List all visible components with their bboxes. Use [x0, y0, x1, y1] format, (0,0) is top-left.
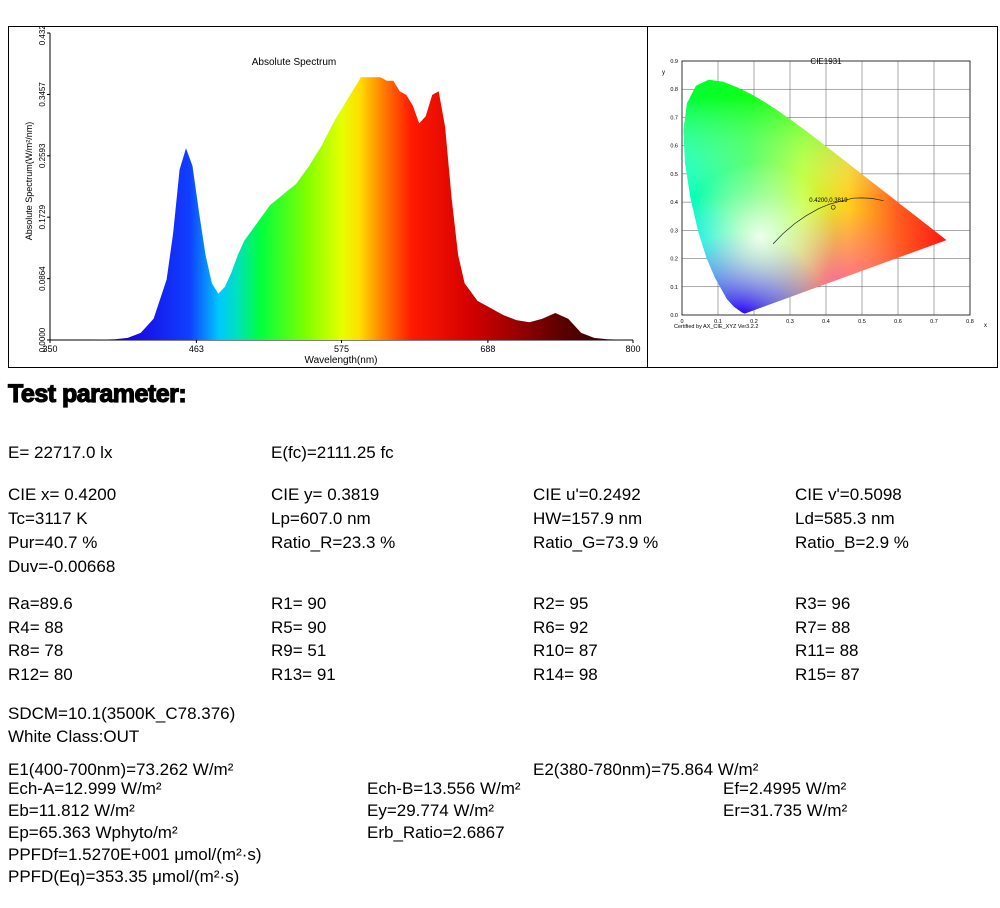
- ratio-b-value: Ratio_B=2.9 %: [795, 533, 909, 552]
- illuminance-fc: E(fc)=2111.25 fc: [271, 443, 394, 462]
- spectrum-x-tick-label: 688: [480, 344, 495, 354]
- test-parameter-heading: Test parameter:: [7, 379, 187, 408]
- cie-title: CIE1931: [810, 57, 842, 66]
- r1-value: R1= 90: [271, 594, 327, 613]
- cie-u-value: CIE u'=0.2492: [533, 485, 641, 504]
- ld-value: Ld=585.3 nm: [795, 509, 895, 528]
- r8-value: R8= 78: [8, 641, 64, 660]
- cie-y-tick-label: 0.6: [670, 144, 678, 150]
- pur-value: Pur=40.7 %: [8, 533, 98, 552]
- ra-value: Ra=89.6: [8, 594, 73, 613]
- ech-b-value: Ech-B=13.556 W/m²: [367, 779, 521, 798]
- cie-y-tick-label: 0.8: [670, 87, 678, 93]
- illuminance-lx: E= 22717.0 lx: [8, 443, 113, 462]
- cie-x-tick-label: 0.3: [786, 319, 794, 325]
- cie-x-tick-label: 0.4: [822, 319, 830, 325]
- erb-ratio-value: Erb_Ratio=2.6867: [367, 823, 505, 842]
- cie-y-value: CIE y= 0.3819: [271, 485, 380, 504]
- spectrum-x-label: Wavelength(nm): [305, 355, 378, 366]
- ech-a-value: Ech-A=12.999 W/m²: [8, 779, 162, 798]
- cie-y-axis-label: y: [662, 70, 665, 76]
- ef-value: Ef=2.4995 W/m²: [723, 779, 847, 798]
- cie-x-tick-label: 0.8: [966, 319, 974, 325]
- spectrum-y-tick-label: 0.0864: [38, 266, 47, 291]
- cie-y-tick-label: 0.3: [670, 228, 678, 234]
- er-value: Er=31.735 W/m²: [723, 801, 848, 820]
- cie-x-tick-label: 0.7: [930, 319, 938, 325]
- ppfd-eq-value: PPFD(Eq)=353.35 μmol/(m²·s): [8, 867, 240, 886]
- r7-value: R7= 88: [795, 618, 851, 637]
- r6-value: R6= 92: [533, 618, 589, 637]
- spectrum-x-tick-label: 575: [334, 344, 349, 354]
- cie-color-locus: [683, 79, 947, 314]
- cie-y-tick-label: 0.4: [670, 200, 678, 206]
- spectrum-y-label: Absolute Spectrum(W/m²/nm): [24, 122, 34, 241]
- spectrum-chart: Absolute Spectrum Wavelength(nm) Absolut…: [24, 27, 641, 366]
- spectrum-x-tick-label: 463: [189, 344, 204, 354]
- cie-x-tick-label: 0.2: [750, 319, 758, 325]
- hw-value: HW=157.9 nm: [533, 509, 643, 528]
- planckian-locus: [772, 197, 884, 245]
- spectrum-y-tick-label: 0.1729: [38, 204, 47, 229]
- cie-v-value: CIE v'=0.5098: [795, 485, 902, 504]
- r15-value: R15= 87: [795, 665, 860, 684]
- eb-value: Eb=11.812 W/m²: [8, 801, 135, 820]
- r3-value: R3= 96: [795, 594, 851, 613]
- ratio-g-value: Ratio_G=73.9 %: [533, 533, 659, 552]
- r10-value: R10= 87: [533, 641, 598, 660]
- spectrum-plot-area: [49, 33, 633, 341]
- spectrum-y-tick-label: 0.4322: [38, 27, 47, 45]
- cie-measured-point: [830, 204, 836, 210]
- sdcm-value: SDCM=10.1(3500K_C78.376): [8, 704, 236, 723]
- ratio-r-value: Ratio_R=23.3 %: [271, 533, 396, 552]
- ppfdf-value: PPFDf=1.5270E+001 μmol/(m²·s): [8, 845, 262, 864]
- cie-point-label: 0.4200,0.3819: [809, 198, 848, 204]
- tc-value: Tc=3117 K: [8, 509, 88, 528]
- cie-diagram: CIE1931 y x 0 0.1 0.2 0.3 0.4 0.5 0.6 0.7 0.8 0.0…: [662, 57, 987, 330]
- r13-value: R13= 91: [271, 665, 336, 684]
- charts-panel: Absolute Spectrum Wavelength(nm) Absolut…: [8, 26, 998, 368]
- cie-y-tick-label: 0.5: [670, 172, 678, 178]
- spectrum-y-tick-label: 0.2593: [38, 143, 47, 168]
- white-class-value: White Class:OUT: [8, 727, 140, 746]
- cie-x-tick-label: 0.6: [894, 319, 902, 325]
- cie-x-tick-label: 0.1: [714, 319, 722, 325]
- duv-value: Duv=-0.00668: [8, 557, 116, 576]
- spectrum-title: Absolute Spectrum: [252, 57, 337, 68]
- cie-x-tick-label: 0: [680, 319, 683, 325]
- spectrum-x-tick-label: 800: [625, 344, 640, 354]
- cie-footer: Certified by AX_CIE_XYZ Ver3.2.2: [674, 324, 758, 330]
- r12-value: R12= 80: [8, 665, 73, 684]
- cie-y-tick-label: 0.0: [670, 313, 678, 319]
- spectrum-area: [50, 77, 633, 340]
- cie-x-value: CIE x= 0.4200: [8, 485, 117, 504]
- spectrum-y-tick-label: 0.0000: [38, 327, 47, 352]
- ep-value: Ep=65.363 Wphyto/m²: [8, 823, 178, 842]
- lp-value: Lp=607.0 nm: [271, 509, 371, 528]
- spectrum-y-tick-label: 0.3457: [38, 82, 47, 107]
- ey-value: Ey=29.774 W/m²: [367, 801, 495, 820]
- r9-value: R9= 51: [271, 641, 327, 660]
- cie-y-tick-label: 0.1: [670, 285, 678, 291]
- e2-value: E2(380-780nm)=75.864 W/m²: [533, 760, 759, 779]
- r5-value: R5= 90: [271, 618, 327, 637]
- panel-divider: [647, 27, 648, 367]
- r14-value: R14= 98: [533, 665, 598, 684]
- cie-y-tick-label: 0.2: [670, 257, 678, 263]
- cie-x-axis-label: x: [984, 323, 987, 329]
- spectrum-x-tick-label: 350: [42, 344, 57, 354]
- r11-value: R11= 88: [795, 641, 859, 660]
- cie-y-tick-label: 0.9: [670, 59, 678, 65]
- cie-y-tick-label: 0.7: [670, 115, 678, 121]
- cie-x-tick-label: 0.5: [858, 319, 866, 325]
- e1-value: E1(400-700nm)=73.262 W/m²: [8, 760, 234, 779]
- r2-value: R2= 95: [533, 594, 589, 613]
- r4-value: R4= 88: [8, 618, 64, 637]
